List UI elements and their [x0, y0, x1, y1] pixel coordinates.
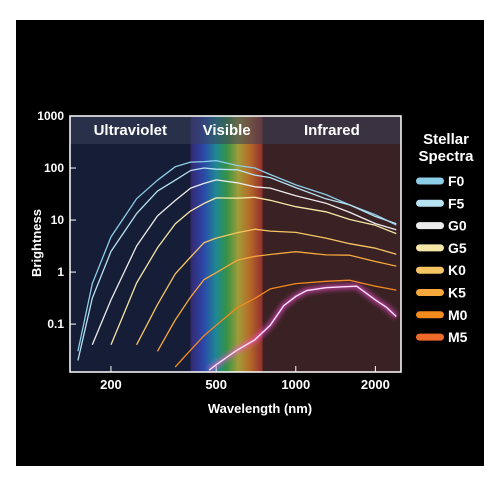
legend-title-line2: Spectra	[418, 148, 474, 165]
spectrum-g0	[91, 179, 397, 346]
y-tick-label: 100	[44, 161, 64, 175]
legend-item-m5: M5	[416, 329, 468, 345]
legend-item-m0: M0	[416, 307, 468, 323]
legend-label: G5	[448, 240, 467, 256]
legend-title-line1: Stellar	[423, 131, 469, 148]
legend-item-k5: K5	[416, 285, 466, 301]
spectrum-m0	[174, 279, 397, 368]
legend-label: K0	[448, 262, 466, 278]
infrared-band	[262, 116, 401, 372]
legend-item-k0: K0	[416, 262, 466, 278]
band-label-infrared: Infrared	[304, 122, 360, 139]
legend-label: G0	[448, 218, 467, 234]
legend-swatch	[416, 244, 444, 252]
legend-swatch	[416, 177, 444, 185]
y-tick-label: 10	[51, 213, 65, 227]
spectrum-f0	[77, 159, 397, 352]
legend-label: M0	[448, 307, 468, 323]
y-tick-label: 1000	[37, 109, 64, 123]
legend-label: F0	[448, 173, 465, 189]
spectrum-f5	[77, 167, 397, 361]
y-tick-label: 1	[57, 265, 64, 279]
legend: Stellar Spectra F0 F5 G0 G5 K0 K5 M0 M5	[416, 131, 474, 345]
x-tick-label: 1000	[281, 377, 310, 392]
band-label-visible: Visible	[203, 122, 251, 139]
spectra-lines	[77, 159, 399, 373]
legend-item-g5: G5	[416, 240, 467, 256]
legend-swatch	[416, 199, 444, 207]
spectrum-g5	[110, 196, 397, 346]
legend-item-g0: G0	[416, 218, 467, 234]
legend-items: F0 F5 G0 G5 K0 K5 M0 M5	[416, 173, 468, 345]
plot-border	[69, 115, 402, 373]
x-tick-label: 2000	[361, 377, 390, 392]
legend-swatch	[416, 311, 444, 319]
y-tick-label: 0.1	[47, 317, 64, 331]
legend-item-f5: F5	[416, 195, 465, 211]
legend-label: K5	[448, 285, 466, 301]
x-tick-label: 500	[205, 377, 227, 392]
legend-swatch	[416, 333, 444, 341]
spectrum-m5	[208, 285, 397, 371]
legend-swatch	[416, 266, 444, 274]
legend-swatch	[416, 289, 444, 296]
x-axis-label: Wavelength (nm)	[208, 401, 312, 416]
band-label-ultraviolet: Ultraviolet	[94, 122, 167, 139]
visible-band	[190, 116, 263, 372]
legend-swatch	[416, 222, 444, 230]
y-tick-labels: 0.1 1 10 100 1000	[37, 109, 64, 331]
legend-item-f0: F0	[416, 173, 465, 189]
x-tick-label: 200	[100, 377, 122, 392]
band-header-strip	[70, 116, 401, 144]
legend-label: F5	[448, 195, 465, 211]
x-tick-labels: 200 500 1000 2000	[100, 377, 390, 392]
spectrum-k0	[136, 228, 397, 346]
y-axis-label: Brightness	[29, 209, 44, 277]
band-labels: Ultraviolet Visible Infrared	[94, 122, 360, 139]
spectrum-k5	[156, 251, 397, 352]
ultraviolet-band	[70, 116, 191, 372]
plot-area: Ultraviolet Visible Infrared	[69, 115, 402, 373]
legend-label: M5	[448, 329, 468, 345]
